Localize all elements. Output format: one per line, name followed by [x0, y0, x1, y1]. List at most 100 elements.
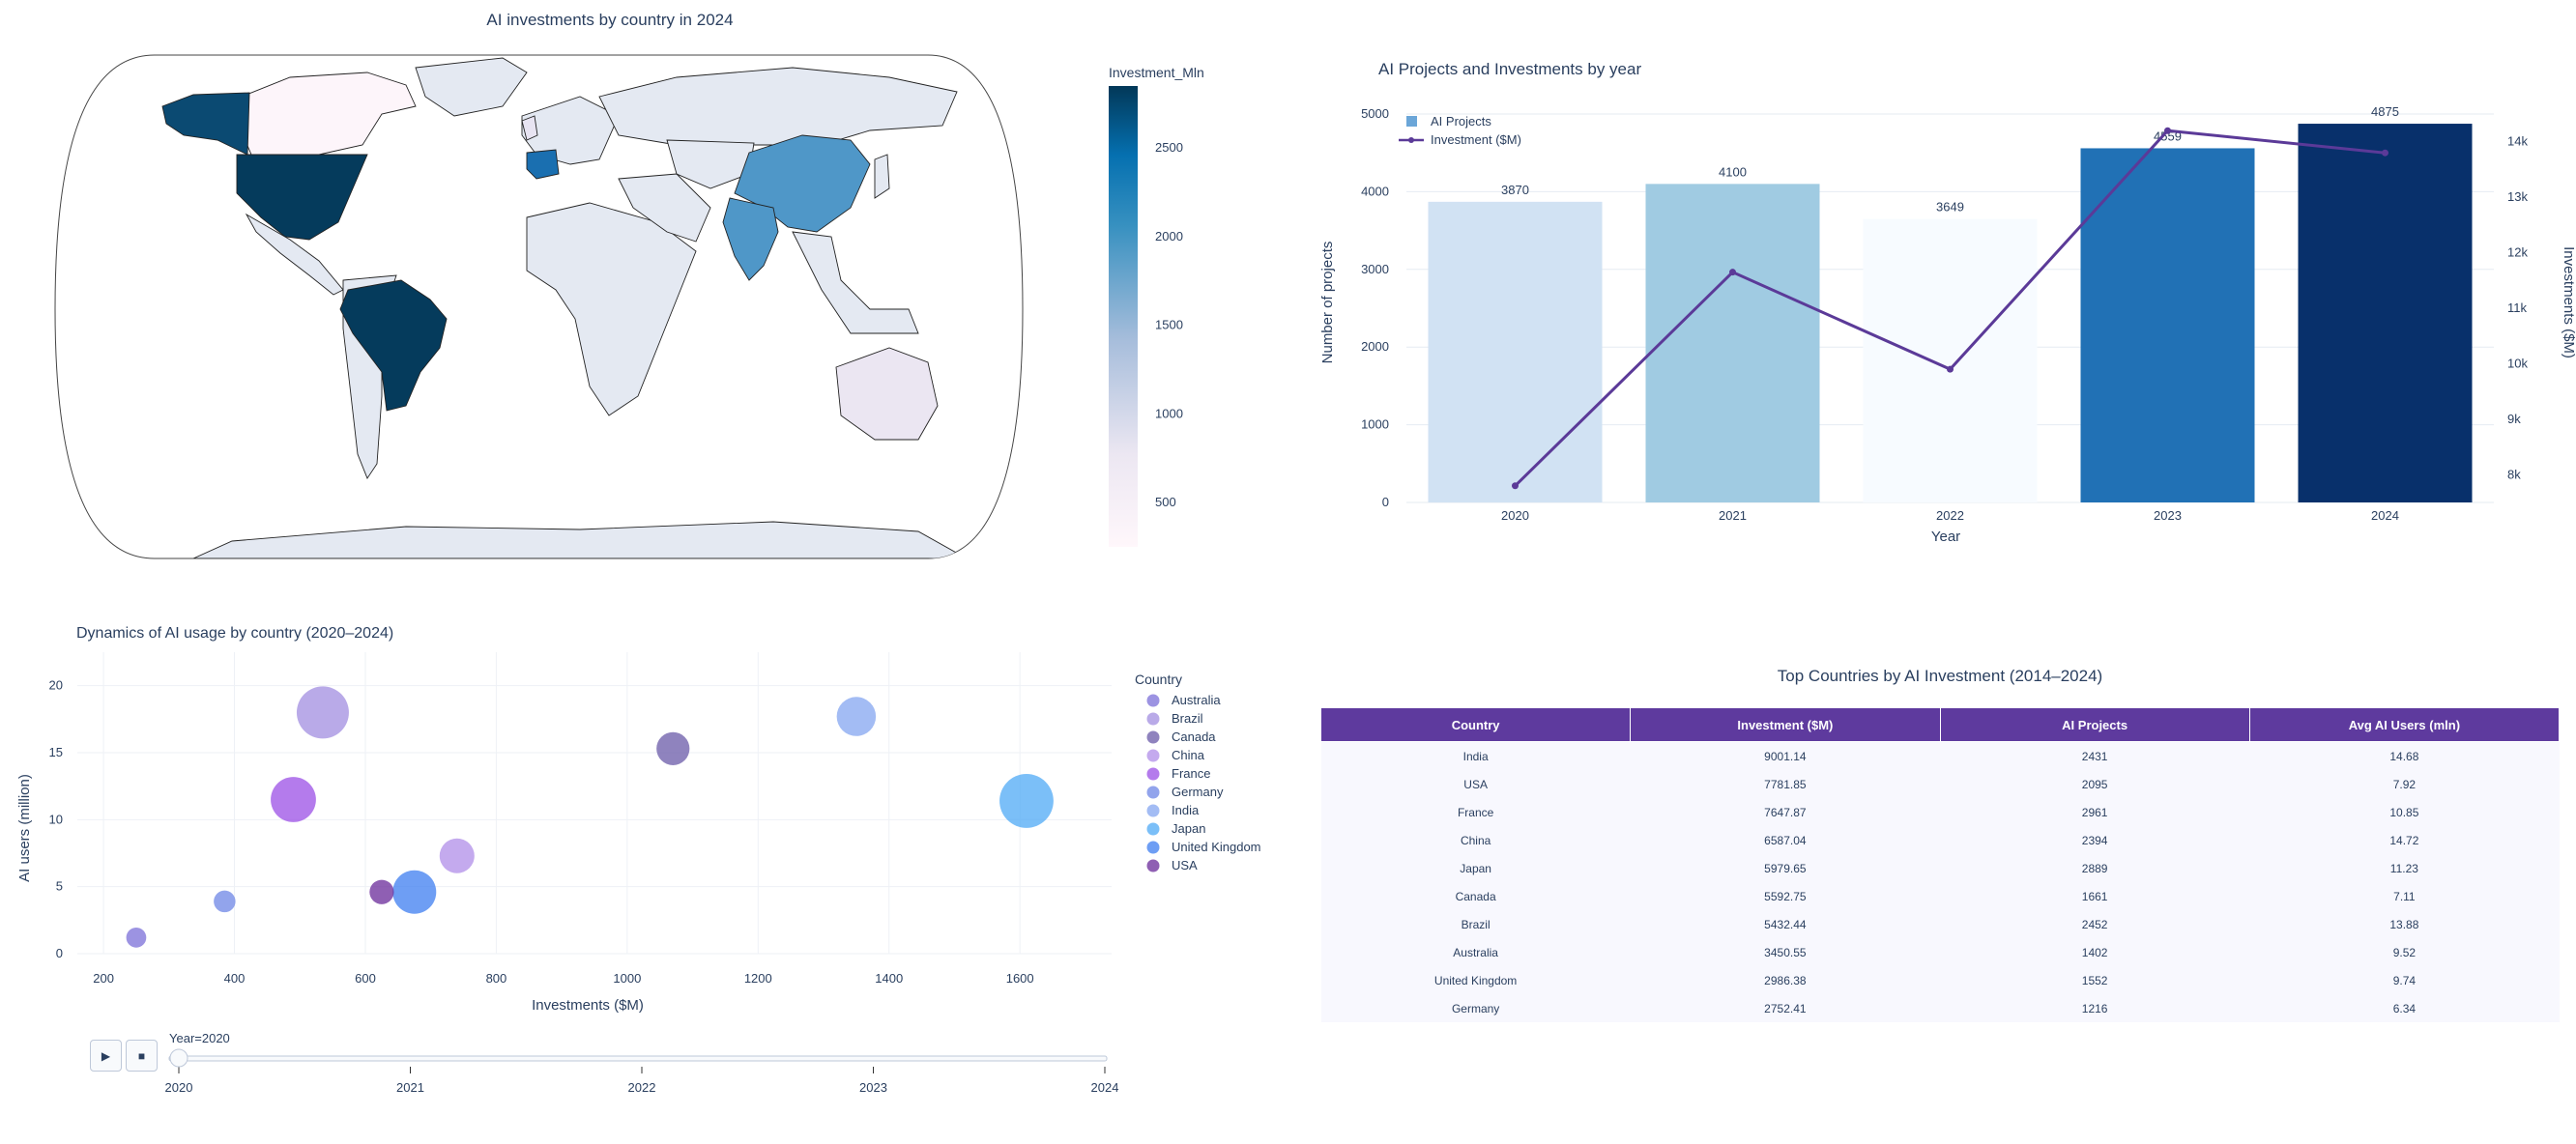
bubble-usa[interactable] — [369, 879, 394, 904]
play-button[interactable]: ▶ — [90, 1040, 122, 1072]
stop-button[interactable]: ■ — [126, 1040, 158, 1072]
region-australia[interactable] — [835, 347, 939, 441]
y2-tick-label: 12k — [2507, 245, 2528, 260]
y2-axis-title: Investments ($M) — [2561, 246, 2576, 358]
legend-label[interactable]: Brazil — [1172, 711, 1203, 726]
legend-marker[interactable] — [1146, 859, 1160, 872]
bubble-brazil[interactable] — [296, 686, 349, 739]
table-cell: India — [1320, 741, 1631, 770]
map-panel: AI investments by country in 2024 — [0, 0, 1286, 580]
legend-marker[interactable] — [1146, 786, 1160, 799]
legend-marker[interactable] — [1146, 822, 1160, 836]
slider-handle[interactable] — [169, 1048, 188, 1068]
legend-marker[interactable] — [1146, 804, 1160, 817]
bubble-france[interactable] — [271, 777, 316, 822]
legend-label[interactable]: France — [1172, 766, 1210, 781]
y-tick-label: 4000 — [1361, 184, 1389, 198]
table-cell: Brazil — [1320, 910, 1631, 938]
x-tick-label: 600 — [355, 971, 376, 986]
table-row: France 7647.87 2961 10.85 — [1320, 798, 2560, 826]
slider-step-label[interactable]: 2024 — [1091, 1080, 1119, 1095]
table-row: Germany 2752.41 1216 6.34 — [1320, 994, 2560, 1022]
table-cell: Japan — [1320, 854, 1631, 882]
bubble-australia[interactable] — [126, 928, 147, 948]
region-uk[interactable] — [521, 115, 538, 141]
x-tick-label: 800 — [486, 971, 507, 986]
legend-label[interactable]: United Kingdom — [1172, 840, 1261, 854]
colorbar-tick-label: 2000 — [1155, 229, 1183, 243]
legend-label[interactable]: Japan — [1172, 821, 1205, 836]
legend-label[interactable]: Canada — [1172, 729, 1216, 744]
investment-point[interactable] — [1947, 365, 1954, 373]
slider-step-label[interactable]: 2023 — [859, 1080, 887, 1095]
slider-step-label[interactable]: 2022 — [628, 1080, 656, 1095]
legend-label[interactable]: USA — [1172, 858, 1198, 872]
slider-step-label[interactable]: 2021 — [396, 1080, 424, 1095]
table-cell: 9.74 — [2249, 966, 2560, 994]
colorbar-tick-label: 2500 — [1155, 140, 1183, 155]
legend-label[interactable]: China — [1172, 748, 1205, 762]
slider-step-label[interactable]: 2020 — [165, 1080, 193, 1095]
legend-marker[interactable] — [1146, 841, 1160, 854]
bar-2023[interactable] — [2080, 148, 2255, 502]
region-europe — [521, 96, 620, 165]
table-cell: Canada — [1320, 882, 1631, 910]
slider-track[interactable] — [168, 1055, 1108, 1062]
legend-marker[interactable] — [1146, 712, 1160, 726]
legend-label[interactable]: India — [1172, 803, 1200, 817]
bar-line-panel: AI Projects and Investments by year 3870… — [1295, 0, 2576, 580]
region-france[interactable] — [526, 149, 560, 180]
table-cell: 2431 — [1940, 741, 2250, 770]
table-cell: France — [1320, 798, 1631, 826]
bar-2021[interactable] — [1645, 184, 1820, 503]
region-alaska[interactable] — [161, 92, 250, 156]
legend-label-investment: Investment ($M) — [1431, 132, 1521, 147]
region-brazil[interactable] — [339, 279, 448, 412]
bar-2020[interactable] — [1428, 201, 1603, 503]
bubble-canada[interactable] — [656, 731, 690, 765]
bubble-china[interactable] — [439, 838, 475, 873]
y-tick-label: 0 — [1382, 495, 1389, 509]
table-cell: 11.23 — [2249, 854, 2560, 882]
bar-chart-title: AI Projects and Investments by year — [1378, 60, 1641, 78]
region-usa[interactable] — [236, 154, 368, 241]
bubble-panel: Dynamics of AI usage by country (2020–20… — [0, 609, 1286, 1139]
legend-marker[interactable] — [1146, 749, 1160, 762]
table-cell: 3450.55 — [1630, 938, 1940, 966]
x-tick-label: 1400 — [875, 971, 903, 986]
legend-label[interactable]: Germany — [1172, 785, 1224, 799]
year-slider[interactable]: Year=2020 2020 2021 2022 2023 2024 — [164, 1034, 1121, 1140]
legend-marker[interactable] — [1146, 767, 1160, 781]
investment-point[interactable] — [2164, 127, 2171, 134]
bar-2024[interactable] — [2298, 124, 2473, 503]
legend-marker[interactable] — [1146, 694, 1160, 707]
investment-point[interactable] — [1729, 269, 1736, 276]
bubble-germany[interactable] — [214, 890, 236, 913]
table-cell: 7.92 — [2249, 770, 2560, 798]
table-cell: 1402 — [1940, 938, 2250, 966]
investment-point[interactable] — [1512, 482, 1519, 490]
colorbar — [1109, 86, 1138, 547]
bubble-united-kingdom[interactable] — [392, 870, 437, 914]
bubble-chart: Dynamics of AI usage by country (2020–20… — [16, 625, 1261, 1014]
x-tick-label: 400 — [224, 971, 246, 986]
table-header-cell: AI Projects — [1939, 707, 2250, 742]
legend-label[interactable]: Australia — [1172, 693, 1221, 707]
x-tick-label: 2020 — [1501, 508, 1529, 523]
bubble-india[interactable] — [836, 697, 877, 736]
bubble-japan[interactable] — [999, 774, 1054, 828]
map-title: AI investments by country in 2024 — [486, 11, 733, 29]
investment-point[interactable] — [2382, 149, 2388, 157]
bar-2022[interactable] — [1863, 218, 2038, 502]
region-india[interactable] — [722, 197, 779, 281]
colorbar-tick-label: 1000 — [1155, 406, 1183, 420]
y-tick-label: 2000 — [1361, 339, 1389, 354]
choropleth-map[interactable]: AI investments by country in 2024 — [0, 0, 1286, 580]
region-japan[interactable] — [874, 154, 890, 199]
colorbar-title: Investment_Mln — [1109, 65, 1204, 80]
table-cell: 5592.75 — [1630, 882, 1940, 910]
bar-value-label: 4100 — [1719, 164, 1747, 179]
legend-marker[interactable] — [1146, 730, 1160, 744]
y2-tick-label: 13k — [2507, 189, 2528, 204]
table-cell: 13.88 — [2249, 910, 2560, 938]
